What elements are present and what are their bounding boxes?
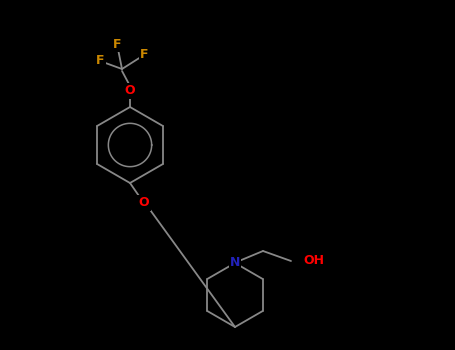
Text: F: F: [96, 55, 104, 68]
Text: N: N: [230, 257, 240, 270]
Text: OH: OH: [303, 254, 324, 267]
Text: F: F: [113, 37, 121, 50]
Text: O: O: [139, 196, 149, 210]
Text: O: O: [125, 84, 135, 98]
Text: F: F: [140, 49, 148, 62]
